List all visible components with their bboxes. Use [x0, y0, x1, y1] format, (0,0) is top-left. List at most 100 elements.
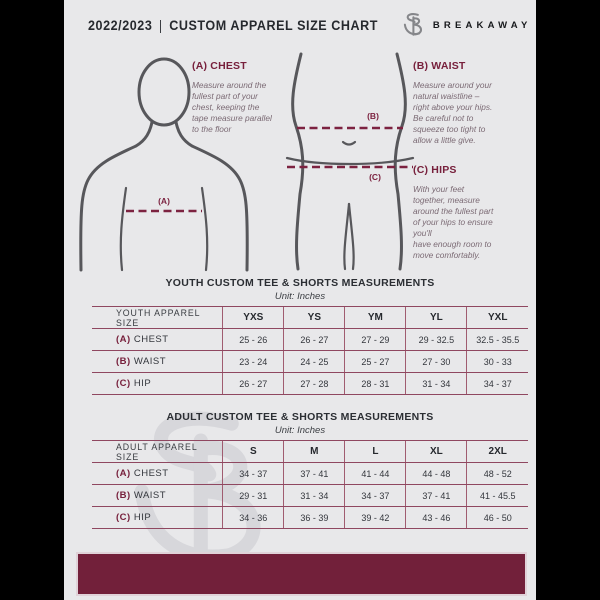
adult-unit-label: Unit: Inches: [274, 425, 326, 436]
hip-line-label: (C): [369, 172, 381, 182]
measurement-value: 41 - 45.5: [466, 484, 528, 507]
measurement-value: 37 - 41: [283, 462, 345, 485]
waist-body-text: Measure around your natural waistline – …: [413, 80, 493, 145]
right-inner-leg-outline: [347, 202, 355, 271]
measurement-value: 36 - 39: [283, 506, 345, 529]
size-chart-document: 2022/2023 | CUSTOM APPAREL SIZE CHART BREA…: [64, 0, 536, 600]
title-season: 2022/2023: [88, 17, 153, 33]
left-side-outline: [291, 52, 305, 271]
measurement-label: (A) CHEST: [92, 462, 223, 485]
size-column-header: YXL: [466, 306, 528, 329]
measurement-prefix: (C): [116, 512, 131, 523]
measurement-value: 32.5 - 35.5: [466, 328, 528, 351]
measurement-value: 34 - 37: [222, 462, 284, 485]
brand: BREAKAWAY: [400, 12, 532, 38]
measurement-row: (A) CHEST 34 - 37 37 - 41 41 - 44 44 - 48 48 …: [92, 462, 528, 485]
chest-heading: (A) CHEST: [192, 60, 247, 72]
measurement-value: 34 - 36: [222, 506, 284, 529]
measurement-label: (C) HIP: [92, 372, 223, 395]
right-shoulder-arm-outline: [174, 120, 249, 272]
footer-bar: [76, 552, 527, 596]
hips-instruction: (C) HIPS With your feet together, measur…: [413, 164, 527, 261]
measurement-value: 26 - 27: [222, 372, 284, 395]
measurement-prefix: (A): [116, 334, 131, 345]
size-header-row: ADULT APPAREL SIZE S M L XL 2XL: [92, 440, 528, 463]
chest-line-label: (A): [158, 196, 170, 206]
measurement-value: 43 - 46: [405, 506, 467, 529]
measurement-prefix: (B): [116, 490, 131, 501]
waistband-curve: [285, 156, 415, 166]
breakaway-logo-icon: [400, 12, 426, 38]
waist-instruction: (B) WAIST Measure around your natural wa…: [413, 60, 525, 146]
left-inner-arm-outline: [119, 186, 128, 272]
title-text: CUSTOM APPAREL SIZE CHART: [169, 17, 379, 33]
measurement-value: 29 - 31: [222, 484, 284, 507]
apparel-size-header: YOUTH APPAREL SIZE: [92, 306, 223, 329]
measurement-value: 34 - 37: [344, 484, 406, 507]
measurement-row: (B) WAIST 29 - 31 31 - 34 34 - 37 37 - 41 41 …: [92, 484, 528, 507]
chest-body-text: Measure around the fullest part of your …: [192, 80, 272, 134]
size-column-header: YM: [344, 306, 406, 329]
measurement-value: 39 - 42: [344, 506, 406, 529]
measurement-value: 31 - 34: [283, 484, 345, 507]
waist-hips-diagram: (B) (C): [285, 52, 415, 271]
size-column-header: YL: [405, 306, 467, 329]
waist-heading: (B) WAIST: [413, 60, 466, 72]
youth-size-table: YOUTH APPAREL SIZE YXS YS YM YL YXL (A) CHEST 2…: [92, 306, 528, 395]
navel-mark: [341, 140, 357, 146]
measurement-prefix: (C): [116, 378, 131, 389]
chest-instruction: (A) CHEST Measure around the fullest par…: [192, 60, 300, 135]
right-side-outline: [393, 52, 407, 271]
size-column-header: 2XL: [466, 440, 528, 463]
measurement-prefix: (A): [116, 468, 131, 479]
measurement-value: 46 - 50: [466, 506, 528, 529]
measurement-label: (A) CHEST: [92, 328, 223, 351]
hips-body-text: With your feet together, measure around …: [413, 184, 494, 260]
page-title: 2022/2023 | CUSTOM APPAREL SIZE CHART: [88, 18, 378, 33]
measurement-label: (B) WAIST: [92, 350, 223, 373]
measurement-value: 31 - 34: [405, 372, 467, 395]
measurement-value: 23 - 24: [222, 350, 284, 373]
measurement-row: (C) HIP 34 - 36 36 - 39 39 - 42 43 - 46 46 - …: [92, 506, 528, 529]
size-header-row: YOUTH APPAREL SIZE YXS YS YM YL YXL: [92, 306, 528, 329]
right-inner-arm-outline: [200, 186, 209, 272]
header: 2022/2023 | CUSTOM APPAREL SIZE CHART BREA…: [64, 0, 536, 50]
size-column-header: S: [222, 440, 284, 463]
measurement-label: (B) WAIST: [92, 484, 223, 507]
measurement-label: (C) HIP: [92, 506, 223, 529]
apparel-size-header: ADULT APPAREL SIZE: [92, 440, 223, 463]
hips-heading: (C) HIPS: [413, 164, 457, 176]
measurement-row: (A) CHEST 25 - 26 26 - 27 27 - 29 29 - 32.5 3…: [92, 328, 528, 351]
measurement-value: 25 - 27: [344, 350, 406, 373]
measurement-value: 27 - 28: [283, 372, 345, 395]
youth-unit-label: Unit: Inches: [274, 291, 326, 302]
measurement-prefix: (B): [116, 356, 131, 367]
head-outline: [137, 57, 191, 127]
waist-line-label: (B): [367, 111, 379, 121]
measurement-value: 28 - 31: [344, 372, 406, 395]
measurement-value: 25 - 26: [222, 328, 284, 351]
title-separator: |: [158, 17, 163, 33]
measurement-value: 27 - 30: [405, 350, 467, 373]
torso-diagram: (A): [79, 57, 249, 272]
measurement-value: 29 - 32.5: [405, 328, 467, 351]
measurement-row: (B) WAIST 23 - 24 24 - 25 25 - 27 27 - 30 30 …: [92, 350, 528, 373]
measurement-value: 34 - 37: [466, 372, 528, 395]
size-column-header: L: [344, 440, 406, 463]
youth-section-title: YOUTH CUSTOM TEE & SHORTS MEASUREMENTS: [165, 277, 435, 289]
measurement-value: 41 - 44: [344, 462, 406, 485]
left-inner-leg-outline: [343, 202, 351, 271]
size-column-header: YS: [283, 306, 345, 329]
measurement-value: 44 - 48: [405, 462, 467, 485]
measurement-value: 24 - 25: [283, 350, 345, 373]
brand-name: BREAKAWAY: [432, 19, 532, 31]
measurement-value: 48 - 52: [466, 462, 528, 485]
adult-section-title: ADULT CUSTOM TEE & SHORTS MEASUREMENTS: [166, 411, 434, 423]
size-column-header: YXS: [222, 306, 284, 329]
measurement-value: 37 - 41: [405, 484, 467, 507]
measurement-row: (C) HIP 26 - 27 27 - 28 28 - 31 31 - 34 34 - …: [92, 372, 528, 395]
left-shoulder-arm-outline: [79, 120, 154, 272]
size-column-header: XL: [405, 440, 467, 463]
measurement-value: 27 - 29: [344, 328, 406, 351]
